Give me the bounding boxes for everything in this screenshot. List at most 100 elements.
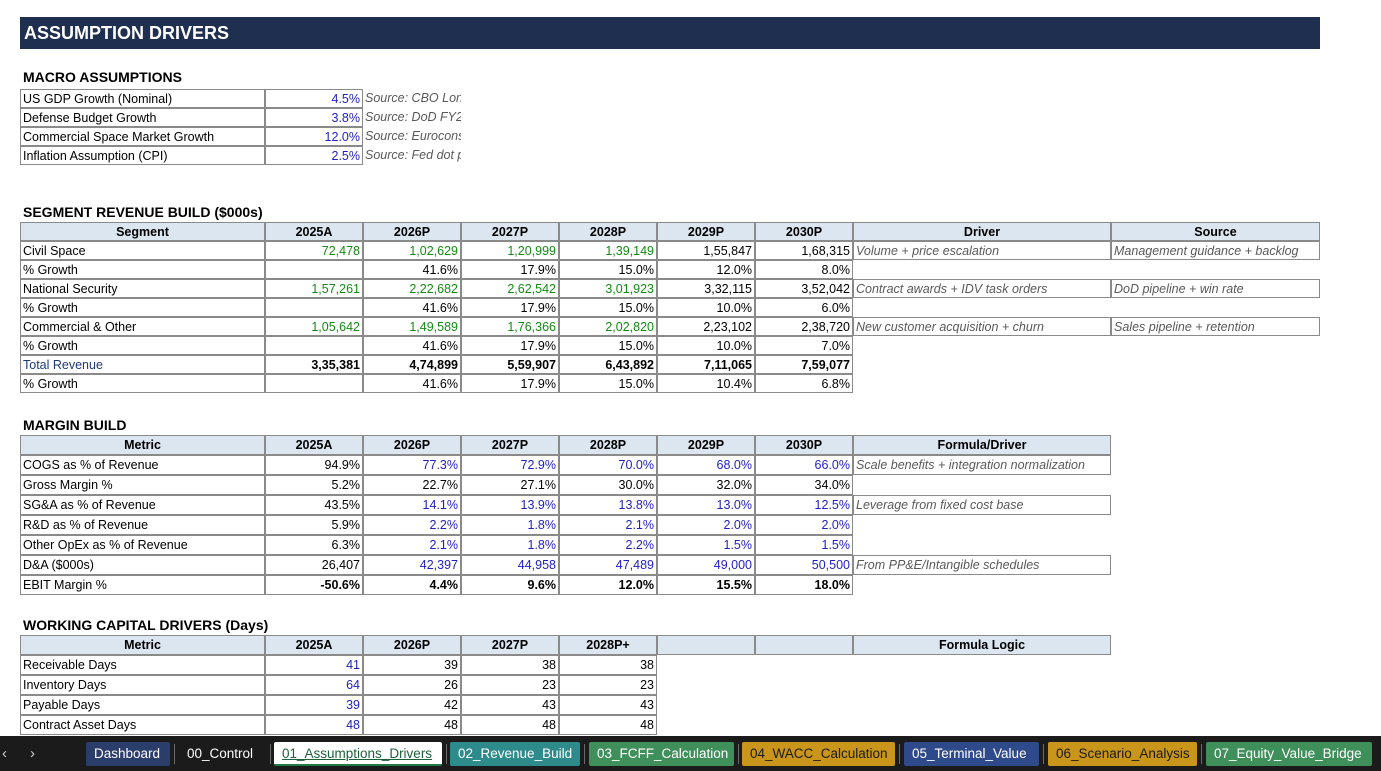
value-cell[interactable]: 2,23,102 <box>657 317 755 336</box>
sheet-tab[interactable]: 04_WACC_Calculation <box>742 742 895 766</box>
value-cell[interactable]: 6.8% <box>755 374 853 393</box>
value-cell[interactable]: 1,49,589 <box>363 317 461 336</box>
row-label[interactable]: % Growth <box>20 374 265 393</box>
column-header[interactable]: Formula/Driver <box>853 435 1111 455</box>
column-header[interactable]: 2028P+ <box>559 635 657 655</box>
row-label[interactable]: Commercial & Other <box>20 317 265 336</box>
value-cell[interactable] <box>265 336 363 355</box>
value-cell[interactable]: 5,59,907 <box>461 355 559 374</box>
value-cell[interactable]: 12.0% <box>657 260 755 279</box>
row-label[interactable]: % Growth <box>20 336 265 355</box>
macro-source[interactable]: Source: CBO Long-Term Outlook <box>365 91 461 105</box>
value-cell[interactable]: 2,62,542 <box>461 279 559 298</box>
row-label[interactable]: % Growth <box>20 260 265 279</box>
macro-source[interactable]: Source: Euroconsult 2026 <box>365 129 461 143</box>
row-label[interactable]: Total Revenue <box>20 355 265 374</box>
value-cell[interactable]: 10.4% <box>657 374 755 393</box>
chevron-left-icon[interactable]: ‹ <box>2 745 7 762</box>
value-cell[interactable]: 2.0% <box>755 515 853 535</box>
row-label[interactable]: National Security <box>20 279 265 298</box>
macro-label[interactable]: Commercial Space Market Growth <box>20 127 265 146</box>
column-header[interactable]: 2027P <box>461 635 559 655</box>
column-header[interactable]: Source <box>1111 222 1320 241</box>
value-cell[interactable]: 7,59,077 <box>755 355 853 374</box>
column-header[interactable]: 2026P <box>363 222 461 241</box>
driver-cell[interactable] <box>853 575 1111 595</box>
value-cell[interactable]: -50.6% <box>265 575 363 595</box>
column-header[interactable]: 2028P <box>559 435 657 455</box>
macro-label[interactable]: US GDP Growth (Nominal) <box>20 89 265 108</box>
sheet-tab[interactable]: 00_Control <box>179 742 266 766</box>
value-cell[interactable]: 34.0% <box>755 475 853 495</box>
macro-value[interactable]: 3.8% <box>265 108 363 127</box>
value-cell[interactable]: 1.8% <box>461 515 559 535</box>
source-cell[interactable]: Management guidance + backlog <box>1111 241 1320 260</box>
row-label[interactable]: Civil Space <box>20 241 265 260</box>
value-cell[interactable]: 10.0% <box>657 336 755 355</box>
value-cell[interactable]: 4.4% <box>363 575 461 595</box>
column-header[interactable]: 2029P <box>657 222 755 241</box>
column-header[interactable]: 2029P <box>657 435 755 455</box>
value-cell[interactable]: 43 <box>559 695 657 715</box>
value-cell[interactable]: 22.7% <box>363 475 461 495</box>
column-header[interactable]: Metric <box>20 435 265 455</box>
value-cell[interactable]: 1,05,642 <box>265 317 363 336</box>
value-cell[interactable]: 1,39,149 <box>559 241 657 260</box>
value-cell[interactable]: 64 <box>265 675 363 695</box>
value-cell[interactable]: 1,76,366 <box>461 317 559 336</box>
value-cell[interactable]: 2,38,720 <box>755 317 853 336</box>
value-cell[interactable]: 17.9% <box>461 260 559 279</box>
row-label[interactable]: Contract Asset Days <box>20 715 265 735</box>
value-cell[interactable]: 12.0% <box>559 575 657 595</box>
chevron-right-icon[interactable]: › <box>30 745 35 762</box>
value-cell[interactable]: 6.3% <box>265 535 363 555</box>
sheet-tab[interactable]: 06_Scenario_Analysis <box>1048 742 1197 766</box>
column-header[interactable]: 2027P <box>461 222 559 241</box>
macro-label[interactable]: Inflation Assumption (CPI) <box>20 146 265 165</box>
row-label[interactable]: Other OpEx as % of Revenue <box>20 535 265 555</box>
value-cell[interactable]: 23 <box>559 675 657 695</box>
value-cell[interactable]: 70.0% <box>559 455 657 475</box>
value-cell[interactable]: 9.6% <box>461 575 559 595</box>
value-cell[interactable]: 48 <box>265 715 363 735</box>
value-cell[interactable]: 39 <box>363 655 461 675</box>
value-cell[interactable]: 3,01,923 <box>559 279 657 298</box>
value-cell[interactable]: 49,000 <box>657 555 755 575</box>
driver-cell[interactable] <box>853 535 1111 555</box>
value-cell[interactable]: 8.0% <box>755 260 853 279</box>
driver-cell[interactable] <box>853 515 1111 535</box>
value-cell[interactable]: 15.0% <box>559 260 657 279</box>
value-cell[interactable]: 3,52,042 <box>755 279 853 298</box>
row-label[interactable]: Gross Margin % <box>20 475 265 495</box>
value-cell[interactable]: 48 <box>559 715 657 735</box>
sheet-tab[interactable]: 02_Revenue_Build <box>450 742 580 766</box>
value-cell[interactable]: 2.0% <box>657 515 755 535</box>
macro-value[interactable]: 2.5% <box>265 146 363 165</box>
column-header[interactable]: 2026P <box>363 635 461 655</box>
row-label[interactable]: D&A ($000s) <box>20 555 265 575</box>
value-cell[interactable]: 38 <box>559 655 657 675</box>
value-cell[interactable]: 66.0% <box>755 455 853 475</box>
value-cell[interactable]: 13.0% <box>657 495 755 515</box>
sheet-tab[interactable]: 03_FCFF_Calculation <box>589 742 734 766</box>
value-cell[interactable]: 42 <box>363 695 461 715</box>
macro-value[interactable]: 12.0% <box>265 127 363 146</box>
value-cell[interactable]: 12.5% <box>755 495 853 515</box>
value-cell[interactable]: 72.9% <box>461 455 559 475</box>
value-cell[interactable]: 41.6% <box>363 336 461 355</box>
value-cell[interactable]: 2.2% <box>559 535 657 555</box>
value-cell[interactable]: 72,478 <box>265 241 363 260</box>
value-cell[interactable]: 6.0% <box>755 298 853 317</box>
sheet-tab[interactable]: 05_Terminal_Value <box>904 742 1039 766</box>
column-header[interactable]: 2028P <box>559 222 657 241</box>
value-cell[interactable]: 1,57,261 <box>265 279 363 298</box>
value-cell[interactable]: 2.1% <box>559 515 657 535</box>
value-cell[interactable]: 30.0% <box>559 475 657 495</box>
value-cell[interactable]: 50,500 <box>755 555 853 575</box>
value-cell[interactable]: 1,55,847 <box>657 241 755 260</box>
value-cell[interactable]: 41 <box>265 655 363 675</box>
macro-source[interactable]: Source: DoD FY2027 Request <box>365 110 461 124</box>
macro-source[interactable]: Source: Fed dot plot median <box>365 148 461 162</box>
value-cell[interactable]: 5.2% <box>265 475 363 495</box>
source-cell[interactable]: DoD pipeline + win rate <box>1111 279 1320 298</box>
